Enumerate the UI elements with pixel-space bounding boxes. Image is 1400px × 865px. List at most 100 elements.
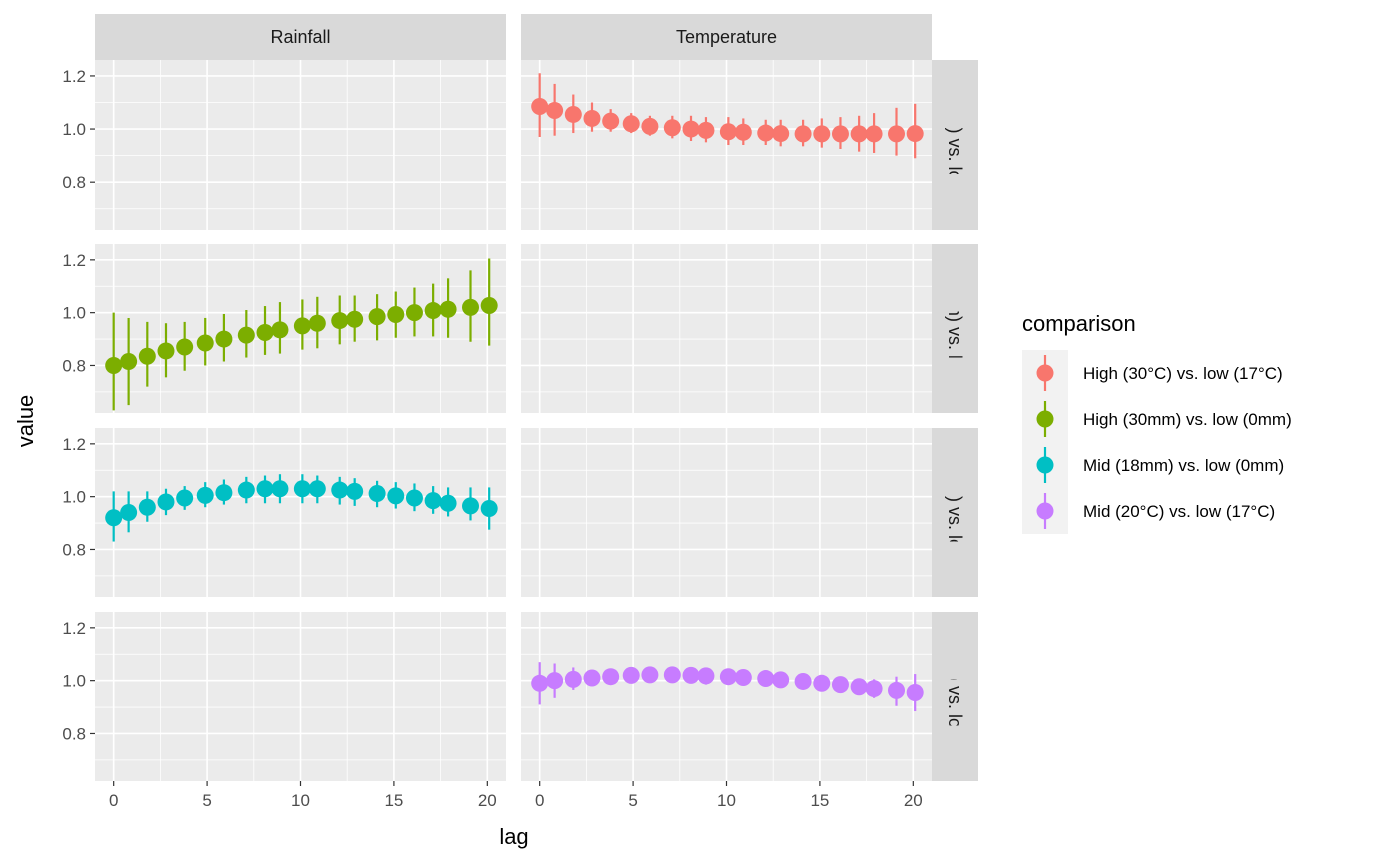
legend-label: Mid (20°C) vs. low (17°C) (1083, 502, 1275, 521)
row-strip-label: Mid (18mm) vs. low (0mm) (945, 406, 965, 619)
data-point (331, 312, 349, 330)
y-tick-label: 1.2 (62, 67, 86, 86)
x-tick-label: 20 (478, 791, 497, 810)
legend-label: High (30mm) vs. low (0mm) (1083, 410, 1292, 429)
y-tick-label: 0.8 (62, 356, 86, 375)
column-strip-label: Rainfall (270, 27, 330, 47)
data-point (831, 125, 849, 143)
data-point (138, 347, 156, 365)
data-point (850, 678, 868, 696)
x-tick-label: 0 (109, 791, 118, 810)
series-3 (531, 662, 924, 712)
data-point (462, 497, 480, 515)
data-point (564, 105, 582, 123)
data-point (719, 668, 737, 686)
panel-r3-c0 (95, 612, 506, 781)
data-point (346, 482, 364, 500)
data-point (531, 674, 549, 692)
data-point (602, 112, 620, 130)
data-point (697, 667, 715, 685)
row-strip-2: Mid (18mm) vs. low (0mm) (932, 406, 978, 619)
panel-r2-c1 (521, 428, 932, 597)
data-point (331, 481, 349, 499)
data-point (480, 297, 498, 315)
x-tick-label: 15 (810, 791, 829, 810)
data-point (564, 670, 582, 688)
data-point (215, 330, 233, 348)
data-point (387, 306, 405, 324)
data-point (546, 672, 564, 690)
legend-key-point (1036, 364, 1054, 382)
data-point (757, 124, 775, 142)
data-point (346, 310, 364, 328)
data-point (237, 326, 255, 344)
y-tick-label: 1.0 (62, 672, 86, 691)
data-point (105, 509, 123, 527)
strip-background (932, 612, 978, 781)
data-point (794, 672, 812, 690)
data-point (256, 323, 274, 341)
x-tick-label: 15 (384, 791, 403, 810)
data-point (196, 486, 214, 504)
marks-layer (105, 73, 924, 712)
data-point (813, 674, 831, 692)
data-point (583, 109, 601, 127)
series-0 (531, 73, 924, 159)
x-axis-title: lag (499, 824, 528, 849)
legend-items: High (30°C) vs. low (17°C) High (30mm) vs… (1022, 350, 1292, 534)
legend-title: comparison (1022, 311, 1136, 336)
row-strip-0: High (30°C) vs. low (17°C) (932, 60, 978, 230)
y-axis-title: value (13, 395, 38, 448)
x-tick-label: 10 (717, 791, 736, 810)
strip-background (932, 244, 978, 413)
series-1 (105, 258, 498, 411)
series-2 (105, 474, 498, 542)
data-point (237, 481, 255, 499)
data-point (105, 356, 123, 374)
data-point (641, 666, 659, 684)
x-tick-label: 0 (535, 791, 544, 810)
strip-background (95, 14, 506, 60)
data-point (215, 484, 233, 502)
data-point (888, 681, 906, 699)
y-tick-label: 1.2 (62, 435, 86, 454)
panel-r3-c1 (521, 612, 932, 781)
data-point (719, 123, 737, 141)
strip-background (932, 60, 978, 230)
legend-key-point (1036, 502, 1054, 520)
data-point (906, 684, 924, 702)
row-strip-label: Mid (20°C) vs. low (17°C) (945, 595, 965, 798)
y-tick-label: 0.8 (62, 173, 86, 192)
data-point (308, 480, 326, 498)
legend-item-2: Mid (18mm) vs. low (0mm) (1022, 442, 1284, 488)
data-point (734, 668, 752, 686)
legend-item-3: Mid (20°C) vs. low (17°C) (1022, 488, 1275, 534)
y-tick-label: 1.0 (62, 120, 86, 139)
data-point (906, 125, 924, 143)
data-point (734, 123, 752, 141)
y-tick-label: 0.8 (62, 540, 86, 559)
data-point (368, 308, 386, 326)
panel-r2-c0 (95, 428, 506, 597)
data-point (405, 489, 423, 507)
axes-layer: 0.8 1.0 1.2 0.8 1.0 1.2 0.8 1.0 1.2 0.8 1.0 1.2 0 5 10… (62, 67, 922, 810)
data-point (176, 338, 194, 356)
data-point (622, 666, 640, 684)
data-point (682, 120, 700, 138)
panel-r1-c1 (521, 244, 932, 413)
data-point (368, 484, 386, 502)
legend-item-0: High (30°C) vs. low (17°C) (1022, 350, 1283, 396)
data-point (663, 119, 681, 137)
data-point (813, 125, 831, 143)
data-point (772, 671, 790, 689)
legend-item-1: High (30mm) vs. low (0mm) (1022, 396, 1292, 442)
y-tick-label: 1.2 (62, 619, 86, 638)
data-point (641, 117, 659, 135)
row-strip-1: High (30mm) vs. low (0mm) (932, 244, 978, 413)
x-tick-label: 10 (291, 791, 310, 810)
strip-background (521, 14, 932, 60)
data-point (157, 493, 175, 511)
data-point (439, 300, 457, 318)
data-point (293, 480, 311, 498)
